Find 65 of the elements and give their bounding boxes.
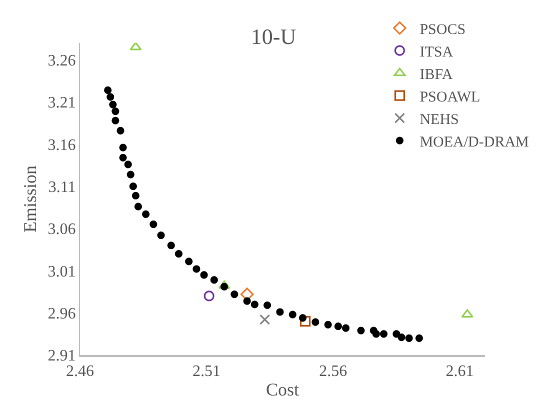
point xyxy=(334,322,342,330)
point xyxy=(112,116,120,124)
point xyxy=(104,86,112,94)
y-tick-label: 3.06 xyxy=(48,221,76,238)
point xyxy=(150,220,158,228)
point xyxy=(109,100,117,108)
point xyxy=(405,334,413,342)
point xyxy=(185,258,193,266)
point xyxy=(129,182,137,190)
point xyxy=(392,330,400,338)
point xyxy=(380,330,388,338)
legend-label: PSOCS xyxy=(420,22,466,38)
legend-label: PSOAWL xyxy=(420,89,480,106)
point xyxy=(357,326,365,334)
point xyxy=(415,334,423,342)
point xyxy=(250,300,258,308)
x-axis-title: Cost xyxy=(266,380,300,400)
point xyxy=(124,160,132,168)
point xyxy=(259,314,270,325)
point xyxy=(461,309,474,318)
point xyxy=(324,320,332,328)
legend-label: ITSA xyxy=(420,44,454,60)
point xyxy=(142,210,150,218)
point xyxy=(126,170,134,178)
point xyxy=(204,290,214,302)
point xyxy=(119,154,127,162)
x-tick-label: 2.61 xyxy=(446,362,474,380)
point xyxy=(174,250,183,258)
point xyxy=(119,144,127,152)
point xyxy=(372,330,380,338)
y-tick-label: 3.21 xyxy=(48,94,76,112)
y-tick-label: 3.11 xyxy=(48,178,76,196)
point xyxy=(300,316,311,327)
point xyxy=(132,192,140,200)
point xyxy=(116,126,124,134)
y-tick-label: 3.16 xyxy=(48,136,76,154)
chart-title: 10-U xyxy=(250,24,296,50)
y-tick-label: 3.01 xyxy=(48,263,76,280)
point xyxy=(157,231,165,240)
point xyxy=(342,324,350,332)
point xyxy=(167,242,175,250)
point xyxy=(106,93,114,101)
point xyxy=(200,271,208,279)
point xyxy=(264,301,272,310)
point xyxy=(112,108,120,116)
x-tick-label: 2.56 xyxy=(319,362,348,380)
point xyxy=(398,333,406,342)
point xyxy=(276,308,284,316)
y-axis-title: Emission xyxy=(20,165,40,233)
legend-label: MOEA/D-DRAM xyxy=(420,134,529,150)
x-tick-label: 2.51 xyxy=(192,362,221,380)
point xyxy=(298,314,307,322)
point xyxy=(230,290,238,298)
point xyxy=(288,310,296,318)
point xyxy=(192,265,200,273)
point xyxy=(312,318,320,326)
point xyxy=(134,202,142,210)
y-tick-label: 3.26 xyxy=(48,52,76,70)
x-tick-label: 2.46 xyxy=(66,362,94,380)
legend-label: NEHS xyxy=(420,112,459,128)
point xyxy=(210,276,218,284)
point xyxy=(243,297,251,305)
y-tick-label: 2.91 xyxy=(48,348,76,365)
legend-label: IBFA xyxy=(420,66,453,83)
y-tick-label: 2.96 xyxy=(48,305,76,322)
